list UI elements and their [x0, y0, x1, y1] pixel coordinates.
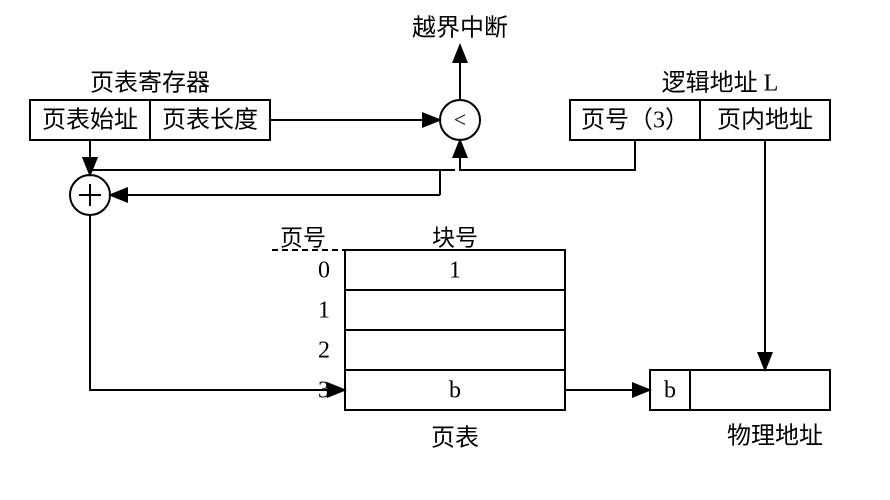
- comparator-symbol: <: [454, 107, 466, 132]
- page-offset-text: 页内地址: [717, 107, 813, 134]
- physical-address-label: 物理地址: [727, 423, 823, 450]
- page-table-label: 页表: [431, 425, 479, 452]
- table-row-block: b: [449, 378, 461, 404]
- interrupt-label: 越界中断: [412, 15, 508, 42]
- col-block-header: 块号: [432, 225, 478, 250]
- page-number-text: 页号（3）: [581, 108, 689, 134]
- phys-block-text: b: [664, 378, 676, 404]
- page-table-register-label: 页表寄存器: [90, 70, 210, 97]
- table-row-index: 2: [318, 338, 330, 364]
- table-row: [345, 330, 565, 370]
- reg-start-text: 页表始址: [42, 107, 138, 134]
- phys-offset-cell: [690, 370, 830, 410]
- col-page-header: 页号: [280, 225, 326, 250]
- table-row-index: 0: [318, 258, 330, 284]
- table-row-block: 1: [449, 258, 461, 284]
- reg-length-text: 页表长度: [162, 107, 258, 134]
- arrow-pageno-to-cmp: [460, 140, 635, 170]
- logical-address-label: 逻辑地址 L: [662, 70, 779, 97]
- arrow-pageno-to-adder: [90, 170, 455, 175]
- table-row: [345, 290, 565, 330]
- table-row-index: 1: [318, 298, 330, 324]
